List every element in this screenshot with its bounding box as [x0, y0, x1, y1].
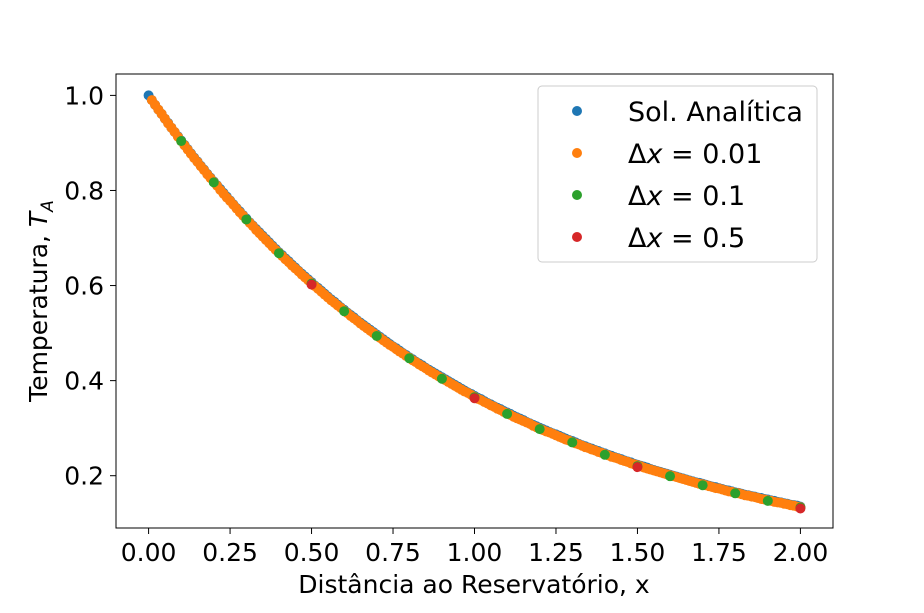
y-axis-label: Temperatura, TA — [24, 200, 58, 403]
point-dx01 — [665, 471, 676, 482]
legend: Sol. Analítica Δx = 0.01 Δx = 0.1 Δx = 0.5 — [537, 85, 818, 263]
point-dx01 — [567, 437, 578, 448]
series-layer — [143, 90, 806, 514]
y-tick-label: 0.2 — [64, 462, 104, 491]
legend-entries: Sol. Analítica Δx = 0.01 Δx = 0.1 Δx = 0.5 — [572, 97, 803, 254]
point-dx01 — [404, 353, 415, 364]
x-tick-label: 0.75 — [365, 538, 421, 567]
point-dx01 — [208, 177, 219, 188]
x-tick-label: 1.50 — [610, 538, 666, 567]
y-axis-label-var: T — [24, 210, 53, 227]
x-tick-label: 1.00 — [447, 538, 503, 567]
legend-entry: Δx = 0.1 — [572, 181, 745, 212]
y-axis-label-sub: A — [38, 200, 58, 213]
legend-marker — [572, 148, 582, 158]
x-tick-label: 0.00 — [121, 538, 177, 567]
point-dx01 — [436, 373, 447, 384]
point-dx01 — [697, 480, 708, 491]
x-tick-label: 0.25 — [202, 538, 258, 567]
point-dx05 — [795, 503, 806, 514]
point-dx01 — [762, 495, 773, 506]
point-dx01 — [273, 248, 284, 259]
legend-box — [537, 85, 818, 263]
point-dx01 — [241, 214, 252, 225]
y-tick-label: 0.8 — [64, 176, 104, 205]
y-tick-label: 1.0 — [64, 81, 104, 110]
point-dx01 — [371, 330, 382, 341]
x-axis: 0.00 0.25 0.50 0.75 1.00 1.25 1.50 1.75 2.00 — [121, 528, 828, 567]
x-tick-label: 1.75 — [691, 538, 747, 567]
legend-label: Δx = 0.5 — [628, 223, 745, 254]
y-axis: 0.2 0.4 0.6 0.8 1.0 — [64, 81, 116, 491]
point-dx05 — [632, 462, 643, 473]
series-dx05 — [306, 279, 806, 514]
point-dx01 — [339, 306, 350, 317]
legend-marker — [572, 106, 582, 116]
y-tick-label: 0.4 — [64, 367, 104, 396]
x-tick-label: 1.25 — [528, 538, 584, 567]
point-dx01 — [176, 136, 187, 147]
legend-label: Δx = 0.01 — [628, 139, 762, 170]
x-axis-label: Distância ao Reservatório, x — [298, 570, 649, 599]
y-axis-label-main: Temperatura, — [24, 227, 53, 403]
legend-entry: Sol. Analítica — [572, 97, 803, 128]
legend-marker — [572, 232, 582, 242]
y-tick-label: 0.6 — [64, 272, 104, 301]
legend-marker — [572, 190, 582, 200]
legend-entry: Δx = 0.01 — [572, 139, 762, 170]
x-tick-label: 2.00 — [773, 538, 829, 567]
point-dx01 — [730, 488, 741, 499]
legend-entry: Δx = 0.5 — [572, 223, 745, 254]
x-tick-label: 0.50 — [284, 538, 340, 567]
point-dx05 — [306, 279, 317, 290]
point-dx05 — [469, 393, 480, 404]
legend-label: Δx = 0.1 — [628, 181, 745, 212]
point-dx01 — [599, 449, 610, 460]
legend-label: Sol. Analítica — [628, 97, 803, 128]
point-dx01 — [534, 424, 545, 435]
point-dx01 — [502, 408, 513, 419]
